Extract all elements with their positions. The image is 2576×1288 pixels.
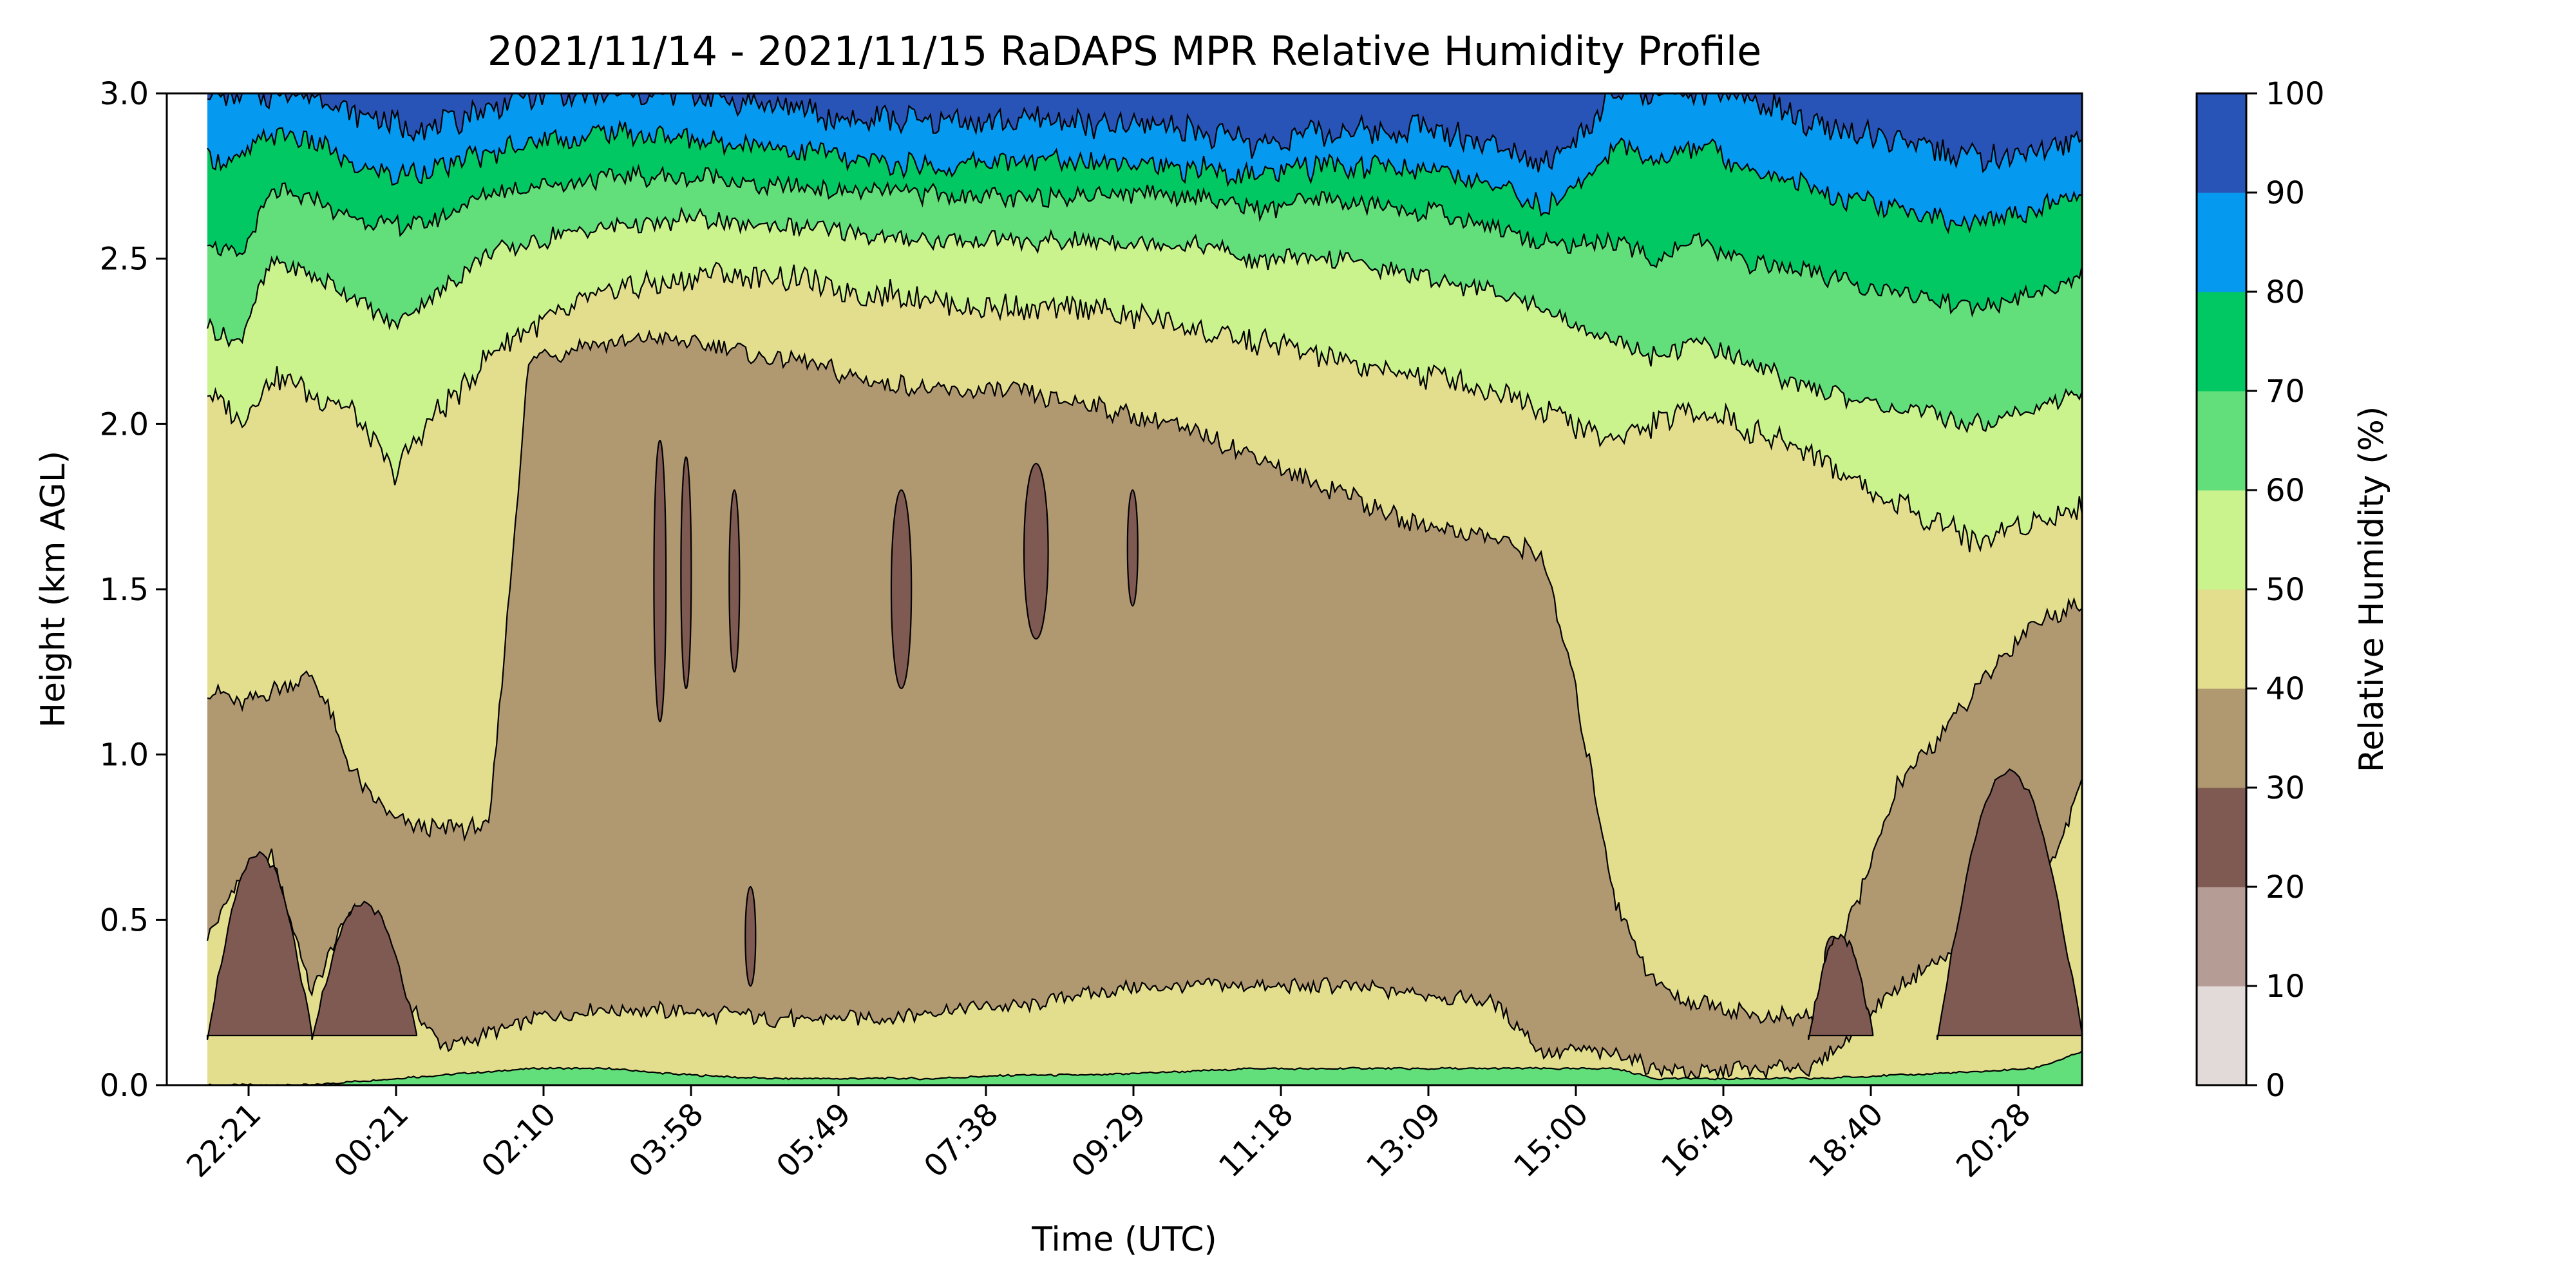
colorbar-tick-label: 90 [2266,175,2305,211]
band-surface-moist [207,1051,2082,1085]
contour-band [207,122,2082,316]
colorbar-tick-label: 80 [2266,274,2305,310]
x-tick-label: 02:10 [475,1096,563,1184]
contour-band [207,778,2082,1085]
dry-lobe [1937,768,2082,1040]
x-tick-label: 00:21 [327,1096,415,1184]
y-tick-label: 2.5 [100,242,149,278]
colorbar-tick-label: 100 [2266,76,2325,112]
colorbar-tick-label: 40 [2266,671,2305,707]
y-tick-label: 3.0 [100,76,149,112]
colorbar-tick-label: 50 [2266,572,2305,608]
colorbar-segment [2197,391,2246,491]
x-tick-label: 07:38 [917,1096,1005,1184]
colorbar-segment [2197,93,2246,193]
x-axis-label: Time (UTC) [1031,1220,1217,1259]
y-tick-label: 1.0 [100,737,149,773]
contour-lines [206,93,2082,1085]
x-tick-label: 13:09 [1359,1096,1448,1184]
x-tick-label: 09:29 [1065,1096,1153,1184]
x-tick-label: 20:28 [1949,1096,2038,1184]
dry-pocket [680,456,692,690]
contour-line [206,206,2082,434]
dry-lobe [206,851,313,1040]
colorbar-segment [2197,986,2246,1086]
colorbar-label: Relative Humidity (%) [2353,406,2391,773]
x-tick-label: 22:21 [180,1096,268,1184]
colorbar-tick-label: 10 [2266,969,2305,1005]
colorbar-tick-label: 60 [2266,473,2305,509]
dry-pocket [1126,489,1139,607]
dry-pocket [1023,462,1049,640]
colorbar-segment [2197,193,2246,292]
colorbar-tick-label: 20 [2266,869,2305,905]
contour-band [207,209,2082,553]
contour-pockets [206,439,2082,1041]
y-tick-label: 0.0 [100,1068,149,1104]
contour-band [207,262,2082,1028]
colorbar-tick-label: 0 [2266,1068,2286,1104]
colorbar-segment [2197,490,2246,590]
contour-line [206,778,2082,1080]
contour-line [207,329,2082,1028]
colorbar-segment [2197,688,2246,788]
colorbar-segment [2197,589,2246,689]
dry-pocket [744,886,757,987]
contour-line [207,119,2082,234]
colorbar-segment [2197,887,2246,987]
y-axis-label: Height (km AGL) [34,451,73,728]
contour-line [207,93,2082,173]
colorbar-tick-label: 70 [2266,374,2305,410]
x-tick-label: 18:40 [1802,1096,1890,1184]
contour-line [207,164,2082,318]
colorbar-segment [2197,292,2246,392]
chart-title: 2021/11/14 - 2021/11/15 RaDAPS MPR Relat… [488,28,1761,75]
dry-pocket [653,439,667,723]
x-tick-label: 16:49 [1654,1096,1743,1184]
y-tick-label: 1.5 [100,572,149,608]
x-tick-label: 11:18 [1212,1096,1300,1184]
contour-line [207,261,2082,553]
colorbar-segment [2197,788,2246,887]
plot-area [166,92,2083,1086]
x-axis: 22:21 00:21 02:10 03:58 05:49 07:38 09:29 11:18… [180,1085,2038,1184]
y-tick-label: 0.5 [100,902,149,938]
contour-bands [207,93,2082,1085]
x-tick-label: 03:58 [622,1096,710,1184]
contour-band [207,93,2082,232]
contour-band [207,166,2082,431]
y-tick-label: 2.0 [100,406,149,442]
x-tick-label: 05:49 [770,1096,858,1184]
dry-pocket [890,489,913,690]
dry-lobe [1808,933,1874,1041]
colorbar-tick-label: 30 [2266,770,2305,806]
dry-lobe [311,900,417,1041]
y-axis: 0.0 0.5 1.0 1.5 2.0 2.5 3.0 [100,76,167,1104]
x-tick-label: 15:00 [1507,1096,1595,1184]
contour-line [207,1050,2082,1085]
dry-pocket [728,489,741,673]
colorbar: 0 10 20 30 40 50 60 70 80 90 100 [2195,76,2325,1104]
